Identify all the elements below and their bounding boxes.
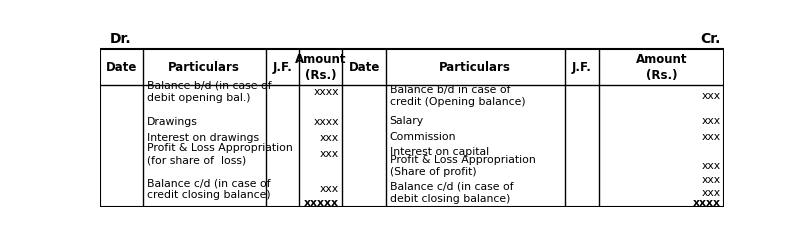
Text: xxx: xxx <box>320 185 339 194</box>
Text: xxx: xxx <box>320 149 339 159</box>
Text: xxxx: xxxx <box>691 198 719 208</box>
Text: xxxx: xxxx <box>313 87 339 97</box>
Text: J.F.: J.F. <box>272 61 291 74</box>
Text: Balance b/d (in case of
debit opening bal.): Balance b/d (in case of debit opening ba… <box>146 81 271 103</box>
Text: xxx: xxx <box>700 131 719 141</box>
Text: xxx: xxx <box>320 133 339 143</box>
Text: Drawings: Drawings <box>146 117 198 127</box>
Text: xxx: xxx <box>700 161 719 171</box>
Text: xxxx: xxxx <box>313 117 339 127</box>
Text: xxx: xxx <box>700 175 719 185</box>
Text: Salary: Salary <box>389 116 423 126</box>
Text: Profit & Loss Appropriation
(for share of  loss): Profit & Loss Appropriation (for share o… <box>146 144 292 165</box>
Text: Cr.: Cr. <box>699 32 719 46</box>
Text: J.F.: J.F. <box>571 61 591 74</box>
Text: Particulars: Particulars <box>438 61 511 74</box>
Text: Date: Date <box>348 61 379 74</box>
Text: xxxxx: xxxxx <box>304 198 339 208</box>
Text: Dr.: Dr. <box>110 32 132 46</box>
Text: Date: Date <box>106 61 137 74</box>
Text: Balance b/d in case of
credit (Opening balance): Balance b/d in case of credit (Opening b… <box>389 85 524 107</box>
Text: xxx: xxx <box>700 116 719 126</box>
Text: xxx: xxx <box>700 188 719 198</box>
Text: Profit & Loss Appropriation
(Share of profit): Profit & Loss Appropriation (Share of pr… <box>389 155 535 177</box>
Text: Interest on capital: Interest on capital <box>389 147 488 157</box>
Text: xxx: xxx <box>700 91 719 101</box>
Text: Amount
(Rs.): Amount (Rs.) <box>634 53 687 82</box>
Text: Particulars: Particulars <box>168 61 240 74</box>
Text: Balance c/d (in case of
credit closing balance): Balance c/d (in case of credit closing b… <box>146 178 270 200</box>
Text: Commission: Commission <box>389 131 455 141</box>
Text: Balance c/d (in case of
debit closing balance): Balance c/d (in case of debit closing ba… <box>389 182 512 204</box>
Text: Interest on drawings: Interest on drawings <box>146 133 259 143</box>
Text: Amount
(Rs.): Amount (Rs.) <box>295 53 346 82</box>
